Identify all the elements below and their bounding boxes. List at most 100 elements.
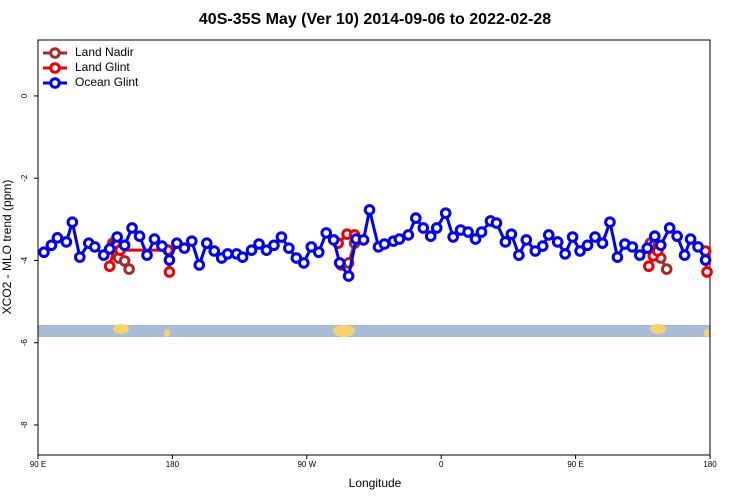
land <box>333 325 355 337</box>
point <box>290 252 303 264</box>
x-tick-label: 180 <box>166 460 180 469</box>
point <box>200 237 213 249</box>
point <box>542 229 555 241</box>
legend-label: Land Glint <box>75 60 130 74</box>
point <box>559 248 571 260</box>
point <box>430 222 443 234</box>
point <box>410 212 422 224</box>
point <box>692 241 704 253</box>
point <box>475 226 488 238</box>
point <box>499 236 512 248</box>
point <box>424 230 437 242</box>
y-axis-label: XCO2 - MLO trend (ppm) <box>0 180 14 315</box>
point <box>393 233 406 245</box>
point <box>178 242 191 254</box>
point <box>626 241 639 253</box>
x-axis-label: Longitude <box>349 476 402 490</box>
point <box>699 254 712 266</box>
point <box>45 239 58 252</box>
point <box>74 251 86 263</box>
point <box>320 227 333 239</box>
point <box>186 235 198 247</box>
point <box>118 255 131 267</box>
point <box>298 257 310 269</box>
point <box>118 239 131 252</box>
point <box>111 231 123 243</box>
point <box>551 236 564 248</box>
point <box>536 240 549 252</box>
legend-marker <box>49 77 61 89</box>
point <box>604 216 616 229</box>
x-tick-label: 90 E <box>567 460 583 469</box>
point <box>275 231 288 243</box>
point <box>520 234 533 246</box>
point <box>378 238 391 250</box>
legend-marker <box>49 62 61 74</box>
point <box>490 217 503 229</box>
point <box>660 263 673 275</box>
y-tick-label: -8 <box>20 421 29 429</box>
point <box>312 246 325 259</box>
x-tick-label: 0 <box>439 460 444 469</box>
point <box>253 238 265 250</box>
chart-title: 40S-35S May (Ver 10) 2014-09-06 to 2022-… <box>199 11 551 28</box>
point <box>193 259 206 271</box>
point <box>141 249 153 261</box>
point <box>642 260 655 273</box>
point <box>333 257 346 269</box>
point <box>678 249 691 261</box>
point <box>357 234 370 246</box>
point <box>305 241 318 253</box>
point <box>60 236 73 248</box>
point <box>38 246 50 259</box>
point <box>327 234 340 246</box>
point <box>648 230 661 242</box>
point <box>529 245 542 257</box>
point <box>283 242 295 254</box>
point <box>126 222 138 234</box>
point <box>581 239 594 252</box>
point <box>641 242 654 254</box>
point <box>103 260 116 273</box>
land <box>164 329 170 337</box>
point <box>245 244 258 256</box>
point <box>505 228 518 240</box>
point <box>171 237 183 249</box>
x-tick-label: 90 E <box>30 460 46 469</box>
point <box>156 240 168 252</box>
point <box>439 207 452 219</box>
legend-label: Ocean Glint <box>75 75 139 89</box>
point <box>88 241 101 253</box>
y-tick-label: -4 <box>20 256 29 264</box>
x-tick-label: 180 <box>703 460 717 469</box>
point <box>163 266 176 278</box>
point <box>363 204 376 216</box>
point <box>51 232 64 244</box>
legend-label: Land Nadir <box>75 45 134 59</box>
point <box>462 226 474 238</box>
point <box>513 249 525 261</box>
point <box>654 239 667 252</box>
point <box>342 270 355 282</box>
point <box>236 251 249 263</box>
point <box>268 239 280 252</box>
map-strip <box>38 325 710 337</box>
point <box>163 254 176 266</box>
point <box>221 248 234 260</box>
point <box>447 231 459 243</box>
y-tick-label: -2 <box>20 174 29 182</box>
land <box>113 324 129 334</box>
point <box>611 251 624 263</box>
legend-marker <box>49 47 61 59</box>
point <box>663 222 676 234</box>
point <box>123 263 135 275</box>
point <box>103 243 116 255</box>
y-tick-label: 0 <box>20 93 29 98</box>
point <box>133 230 146 242</box>
point <box>208 245 221 257</box>
point <box>417 222 430 234</box>
point <box>566 231 579 243</box>
point <box>589 231 601 243</box>
point <box>260 244 273 256</box>
